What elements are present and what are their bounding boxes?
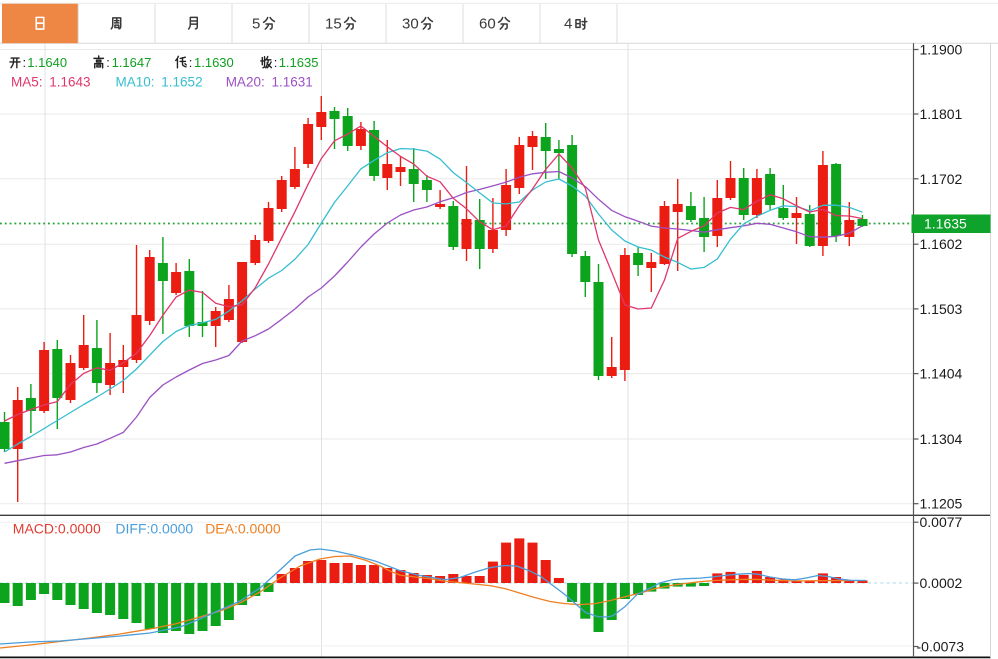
svg-text:1.1205: 1.1205: [920, 496, 963, 512]
svg-text:1.1635: 1.1635: [924, 216, 967, 232]
svg-text:-0.0073: -0.0073: [917, 639, 965, 655]
svg-text:1.1503: 1.1503: [920, 301, 963, 317]
svg-text:DEA:0.0000: DEA:0.0000: [205, 520, 281, 536]
svg-text:0.0002: 0.0002: [920, 575, 963, 591]
svg-text:MA20: 1.1631: MA20: 1.1631: [226, 74, 313, 89]
svg-text:DIFF:0.0000: DIFF:0.0000: [115, 520, 193, 536]
svg-text:30: 30: [402, 16, 419, 33]
svg-text::: :: [274, 55, 278, 70]
svg-text:1.1801: 1.1801: [920, 106, 963, 122]
svg-text:60: 60: [479, 16, 496, 33]
svg-text:0.0077: 0.0077: [920, 514, 963, 530]
svg-text:1.1702: 1.1702: [920, 171, 963, 187]
svg-text:4: 4: [564, 16, 572, 33]
svg-text:15: 15: [325, 16, 342, 33]
svg-text:1.1602: 1.1602: [920, 236, 963, 252]
svg-text:1.1900: 1.1900: [920, 42, 963, 58]
svg-text:1.1640: 1.1640: [27, 55, 67, 70]
svg-text:1.1304: 1.1304: [920, 431, 963, 447]
svg-text:1.1404: 1.1404: [920, 366, 963, 382]
svg-text:1.1635: 1.1635: [279, 55, 319, 70]
svg-text:1.1630: 1.1630: [194, 55, 234, 70]
svg-text:5: 5: [252, 16, 260, 33]
svg-text::: :: [23, 55, 27, 70]
svg-text:1.1647: 1.1647: [112, 55, 152, 70]
svg-text:MA10: 1.1652: MA10: 1.1652: [116, 74, 203, 89]
svg-text::: :: [189, 55, 193, 70]
svg-text:MACD:0.0000: MACD:0.0000: [13, 520, 101, 536]
svg-text:MA5: 1.1643: MA5: 1.1643: [11, 74, 91, 89]
svg-text::: :: [106, 55, 110, 70]
